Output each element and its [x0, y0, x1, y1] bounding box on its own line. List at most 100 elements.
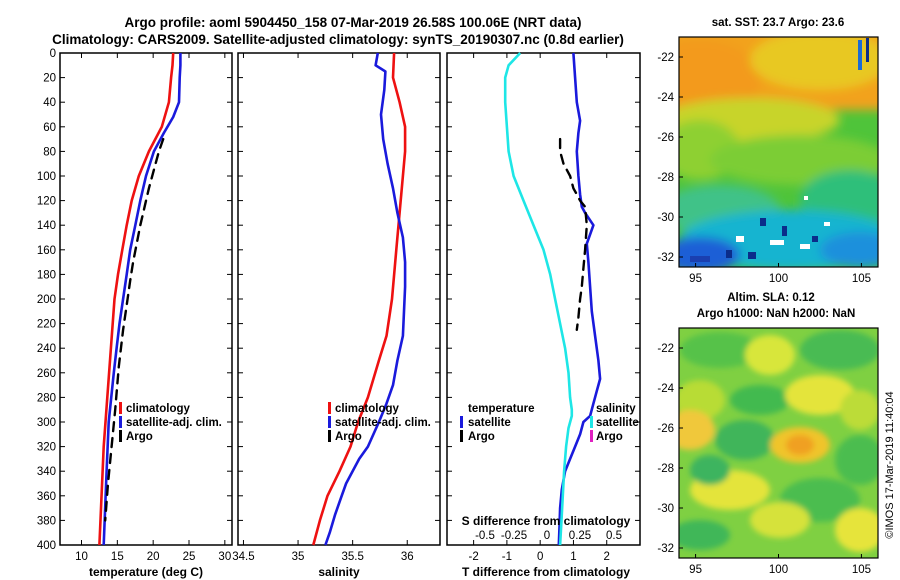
depth-tick-label: 320 — [37, 442, 56, 454]
map-y-tick-label: -32 — [657, 543, 674, 555]
x-tick-label: 1 — [570, 551, 576, 563]
sla-field — [679, 330, 878, 552]
map-y-tick-label: -22 — [657, 343, 674, 355]
temperature-legend: climatology satellite-adj. clim. Argo — [119, 402, 222, 443]
map-x-tick-label: 105 — [852, 273, 871, 285]
sla-map-subtitle: Argo h1000: NaN h2000: NaN — [697, 308, 856, 320]
map-y-tick-label: -30 — [657, 212, 674, 224]
x-tick-label: 2 — [604, 551, 610, 563]
x-tick-label: 35 — [292, 551, 305, 563]
x-tick-label: 36 — [401, 551, 414, 563]
map-y-tick-label: -26 — [657, 423, 674, 435]
x-tick-label: 10 — [75, 551, 88, 563]
depth-tick-label: 340 — [37, 466, 56, 478]
s-diff-tick-label: 0.25 — [569, 530, 591, 542]
difference-legend: temperature satellite Argo salinity sate… — [460, 403, 639, 443]
sst-axes: 95 100 105 -22 -24 -26 -28 -30 -32 — [657, 52, 871, 285]
x-tick-label: -1 — [502, 551, 512, 563]
map-y-tick-label: -24 — [657, 383, 674, 395]
s-diff-tick-label: -0.25 — [501, 530, 527, 542]
x-tick-label: 34.5 — [232, 551, 254, 563]
map-y-tick-label: -26 — [657, 132, 674, 144]
depth-tick-label: 380 — [37, 515, 56, 527]
x-tick-label: 30 — [218, 551, 231, 563]
salinity-legend: climatology satellite-adj. clim. Argo — [328, 402, 431, 443]
depth-tick-label: 40 — [43, 97, 56, 109]
x-tick-label: 35.5 — [341, 551, 363, 563]
legend-swatch-satellite — [328, 416, 331, 428]
salinity-xlabel: salinity — [318, 565, 360, 579]
legend-swatch-s-argo — [590, 430, 593, 442]
legend-swatch-satellite — [119, 416, 122, 428]
depth-tick-label: 180 — [37, 269, 56, 281]
sst-speckles — [690, 38, 869, 262]
series-line-argo — [558, 137, 589, 331]
imos-watermark: ©IMOS 17-Mar-2019 11:40:04 — [884, 391, 896, 538]
depth-tick-label: 120 — [37, 196, 56, 208]
temperature-xlabel: temperature (deg C) — [89, 565, 203, 579]
temperature-panel-frame — [59, 52, 233, 546]
legend-label-t-satellite: satellite — [468, 417, 511, 429]
map-y-tick-label: -22 — [657, 52, 674, 64]
s-difference-xlabel: S difference from climatology — [462, 514, 631, 528]
depth-tick-label: 280 — [37, 392, 56, 404]
title-line-2: Climatology: CARS2009. Satellite-adjuste… — [52, 32, 624, 47]
depth-tick-label: 220 — [37, 319, 56, 331]
sst-heatmap — [679, 37, 878, 267]
x-tick-label: 25 — [183, 551, 196, 563]
depth-tick-label: 80 — [43, 146, 56, 158]
title-line-1: Argo profile: aoml 5904450_158 07-Mar-20… — [125, 15, 582, 30]
depth-tick-label: 140 — [37, 220, 56, 232]
sla-axes: 95 100 105 -22 -24 -26 -28 -30 -32 — [657, 343, 871, 576]
map-y-tick-label: -32 — [657, 252, 674, 264]
map-y-tick-label: -30 — [657, 503, 674, 515]
depth-tick-label: 20 — [43, 73, 56, 85]
map-x-tick-label: 100 — [769, 564, 788, 576]
legend-swatch-t-argo — [460, 430, 463, 442]
depth-axis: 0 20 40 60 80 100 120 140 160 180 200 220 240 260 280 3… — [37, 48, 640, 552]
x-tick-label: -2 — [469, 551, 479, 563]
s-diff-tick-label: 0.5 — [606, 530, 622, 542]
depth-tick-label: 100 — [37, 171, 56, 183]
legend-label-climatology: climatology — [335, 403, 400, 415]
x-tick-label: 20 — [147, 551, 160, 563]
legend-label-s-satellite: satellite — [596, 417, 639, 429]
legend-label-argo: Argo — [126, 431, 153, 443]
legend-swatch-climatology — [328, 402, 331, 414]
x-tick-label: 0 — [537, 551, 543, 563]
series-line-climatology — [98, 52, 175, 546]
map-y-tick-label: -28 — [657, 172, 674, 184]
legend-label-s-argo: Argo — [596, 431, 623, 443]
sla-map-title: Altim. SLA: 0.12 — [727, 292, 815, 304]
sst-field — [679, 37, 878, 267]
map-x-tick-label: 95 — [689, 273, 702, 285]
map-x-tick-label: 95 — [689, 564, 702, 576]
legend-swatch-t-satellite — [460, 416, 463, 428]
series-line-argo — [103, 137, 165, 522]
legend-swatch-argo — [119, 430, 122, 442]
s-diff-tick-label: -0.5 — [475, 530, 495, 542]
series-line-climatology — [312, 52, 407, 546]
sla-heatmap — [679, 328, 878, 558]
map-x-tick-label: 100 — [769, 273, 788, 285]
legend-swatch-s-satellite — [590, 416, 593, 428]
depth-tick-label: 200 — [37, 294, 56, 306]
x-tick-label: 15 — [111, 551, 124, 563]
difference-plot: -2 -1 0 1 2 -0.5 -0.25 0 0.25 0.5 — [469, 52, 622, 563]
series-line-salinity-satellite — [503, 52, 574, 546]
salinity-plot: 34.5 35 35.5 36 — [232, 52, 414, 563]
temperature-plot: 10 15 20 25 30 — [75, 52, 231, 563]
legend-label-satellite: satellite-adj. clim. — [335, 417, 431, 429]
legend-label-satellite: satellite-adj. clim. — [126, 417, 222, 429]
legend-label-argo: Argo — [335, 431, 362, 443]
map-x-tick-label: 105 — [852, 564, 871, 576]
series-line-satellite-adj-clim- — [324, 52, 407, 546]
s-diff-tick-label: 0 — [544, 530, 550, 542]
difference-panel-frame — [446, 52, 641, 546]
depth-tick-label: 260 — [37, 368, 56, 380]
depth-tick-label: 300 — [37, 417, 56, 429]
legend-swatch-argo — [328, 430, 331, 442]
map-y-tick-label: -24 — [657, 92, 674, 104]
t-difference-xlabel: T difference from climatology — [462, 565, 630, 579]
